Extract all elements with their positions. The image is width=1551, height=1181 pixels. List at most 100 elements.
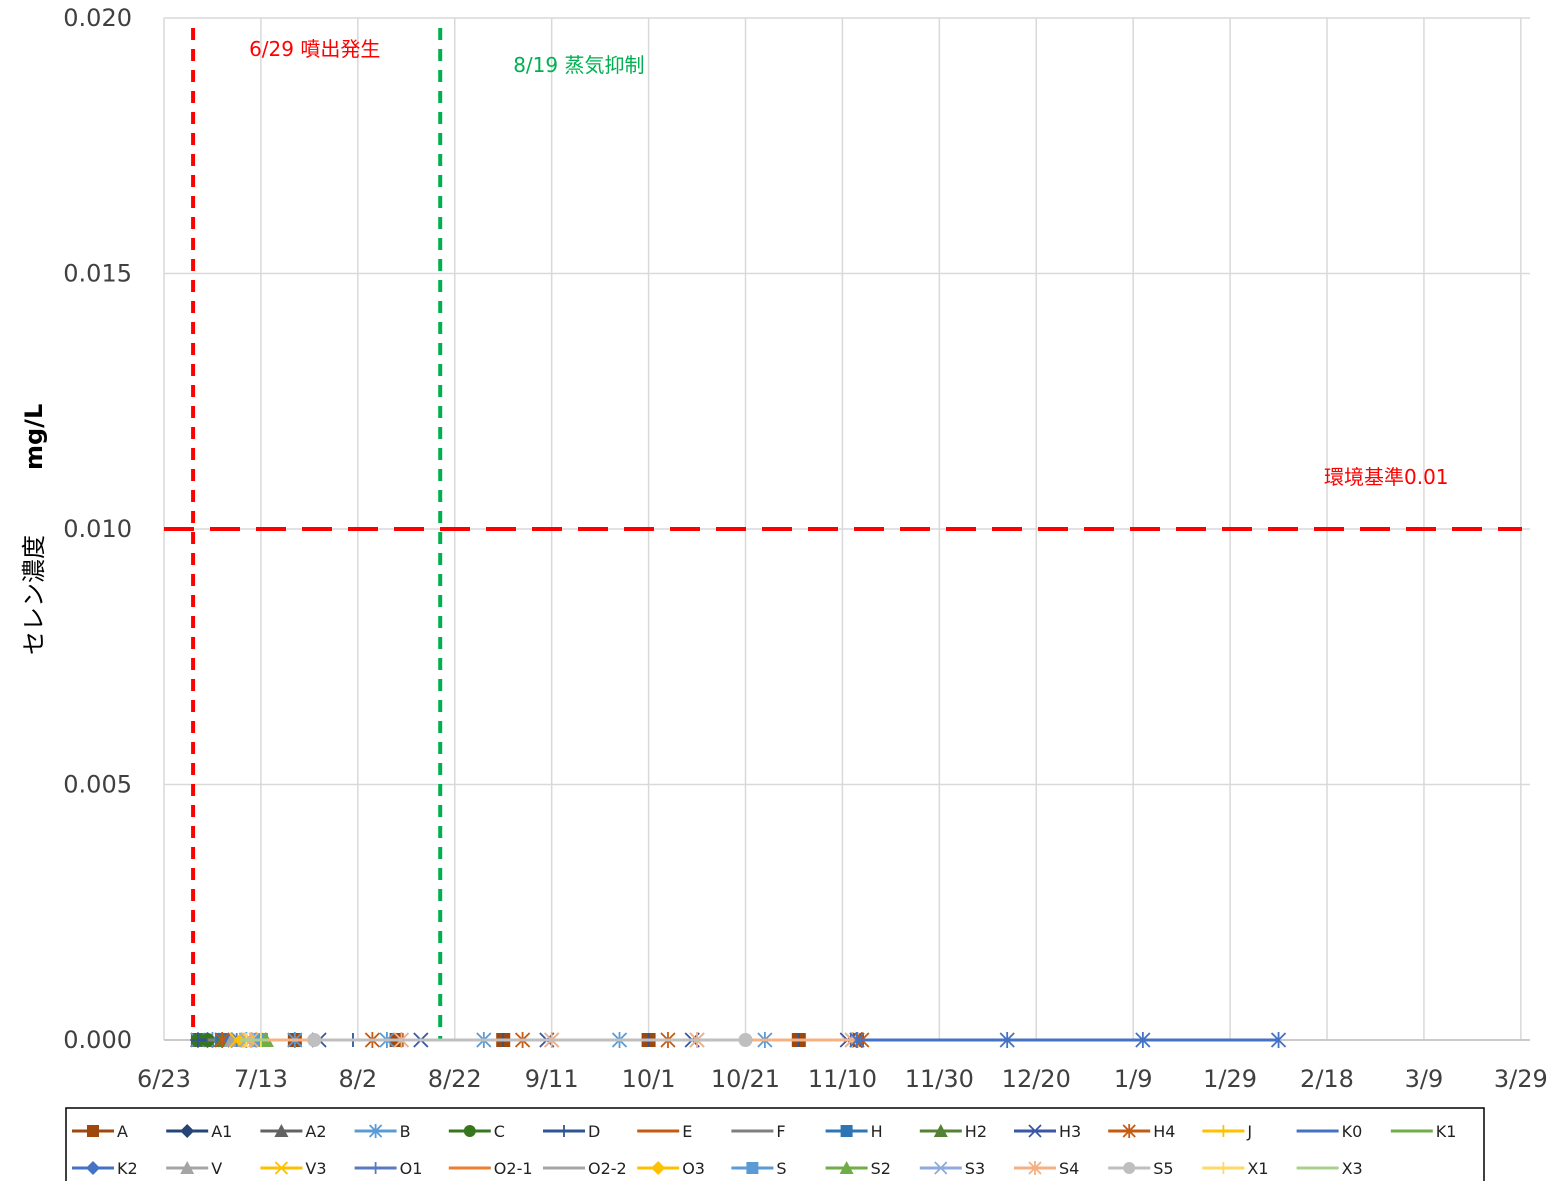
legend-item: K1 <box>1390 1122 1457 1141</box>
x-tick-label: 8/2 <box>339 1065 378 1093</box>
legend-label: J <box>1246 1122 1252 1141</box>
x-tick-label: 7/13 <box>234 1065 288 1093</box>
x-tick-label: 3/9 <box>1405 1065 1444 1093</box>
legend-item: H4 <box>1108 1122 1175 1141</box>
legend-label: O2-1 <box>494 1159 533 1178</box>
data-point <box>839 1161 854 1174</box>
x-tick-label: 2/18 <box>1300 1065 1354 1093</box>
legend-item: D <box>543 1122 600 1141</box>
x-tick-label: 1/9 <box>1114 1065 1153 1093</box>
legend-item: S2 <box>825 1159 891 1178</box>
legend-item: C <box>448 1122 505 1141</box>
data-point <box>651 1161 666 1175</box>
legend-label: O1 <box>400 1159 423 1178</box>
legend-item: O3 <box>637 1159 705 1178</box>
data-point <box>738 1033 753 1047</box>
legend-item: X1 <box>1202 1159 1269 1178</box>
x-tick-label: 9/11 <box>525 1065 579 1093</box>
legend-item: S5 <box>1108 1159 1174 1178</box>
y-tick-label: 0.015 <box>63 260 132 288</box>
legend-label: K0 <box>1342 1122 1363 1141</box>
data-point <box>86 1161 100 1175</box>
legend-label: H <box>871 1122 883 1141</box>
series <box>189 1032 1287 1048</box>
legend-item: O2-1 <box>448 1159 533 1178</box>
legend-item: V3 <box>260 1159 327 1178</box>
data-point <box>1217 1125 1230 1137</box>
data-point <box>274 1124 289 1137</box>
data-point <box>1028 1161 1042 1175</box>
legend-item: S4 <box>1014 1159 1079 1178</box>
y-axis-label: セレン濃度 <box>20 535 48 655</box>
data-point <box>463 1125 476 1137</box>
legend-item: S <box>731 1159 787 1178</box>
data-point <box>369 1162 382 1174</box>
legend-item: J <box>1202 1122 1252 1141</box>
legend-label: C <box>494 1122 505 1141</box>
legend-label: V <box>211 1159 222 1178</box>
data-point <box>849 1032 865 1048</box>
x-tick-label: 12/20 <box>1002 1065 1071 1093</box>
x-tick-label: 6/23 <box>137 1065 191 1093</box>
legend-label: A2 <box>305 1122 326 1141</box>
legend-label: H2 <box>965 1122 987 1141</box>
series-s5 <box>307 1033 753 1047</box>
legend-item: H2 <box>919 1122 987 1141</box>
data-point <box>933 1124 948 1137</box>
legend-label: S5 <box>1153 1159 1173 1178</box>
legend-label: D <box>588 1122 600 1141</box>
legend-label: B <box>400 1122 411 1141</box>
data-point <box>180 1124 195 1138</box>
legend-item: A <box>72 1122 128 1141</box>
reference-line-label: 6/29 噴出発生 <box>249 37 380 61</box>
y-tick-label: 0.005 <box>63 771 132 799</box>
legend-label: H3 <box>1059 1122 1081 1141</box>
data-point <box>840 1125 853 1137</box>
legend-item: H <box>825 1122 883 1141</box>
data-point <box>1217 1162 1230 1174</box>
legend: A A1 A2 B C D E F H H2 H3 H4 J K0 K1 K2 V V3 O1 O2-1 O2-2 O3 S… <box>65 1107 1485 1181</box>
data-point <box>190 1033 205 1047</box>
legend-label: O2-2 <box>588 1159 627 1178</box>
legend-label: S2 <box>871 1159 891 1178</box>
legend-label: A1 <box>211 1122 232 1141</box>
legend-item: A2 <box>260 1122 327 1141</box>
data-point <box>558 1125 570 1137</box>
y-tick-label: 0.020 <box>63 4 132 32</box>
x-tick-label: 11/10 <box>808 1065 877 1093</box>
data-point <box>1270 1032 1287 1048</box>
data-point <box>1135 1032 1151 1048</box>
legend-item: K2 <box>72 1159 138 1178</box>
data-point <box>746 1162 759 1174</box>
data-point <box>1123 1162 1136 1174</box>
data-point <box>307 1033 322 1047</box>
legend-label: X1 <box>1247 1159 1268 1178</box>
legend-label: A <box>117 1122 128 1141</box>
legend-item: X3 <box>1296 1159 1363 1178</box>
legend-label: S3 <box>965 1159 985 1178</box>
legend-label: O3 <box>682 1159 705 1178</box>
x-tick-label: 11/30 <box>905 1065 974 1093</box>
legend-label: K1 <box>1436 1122 1457 1141</box>
legend-item: O2-2 <box>543 1159 627 1178</box>
y-tick-label: 0.010 <box>63 515 132 543</box>
legend-label: E <box>682 1122 692 1141</box>
x-tick-label: 3/29 <box>1494 1065 1548 1093</box>
data-point <box>180 1161 195 1174</box>
data-point <box>934 1161 948 1175</box>
legend-item: B <box>354 1122 411 1141</box>
x-tick-label: 8/22 <box>428 1065 482 1093</box>
legend-label: K2 <box>117 1159 138 1178</box>
legend-label: V3 <box>305 1159 326 1178</box>
legend-label: H4 <box>1153 1122 1175 1141</box>
legend-item: E <box>637 1122 692 1141</box>
data-point <box>274 1161 289 1175</box>
x-tick-label: 10/21 <box>711 1065 780 1093</box>
reference-line-label: 8/19 蒸気抑制 <box>513 53 644 77</box>
legend-item: F <box>731 1122 786 1141</box>
data-point <box>368 1124 383 1138</box>
data-point <box>1122 1124 1136 1138</box>
legend-label: X3 <box>1342 1159 1363 1178</box>
